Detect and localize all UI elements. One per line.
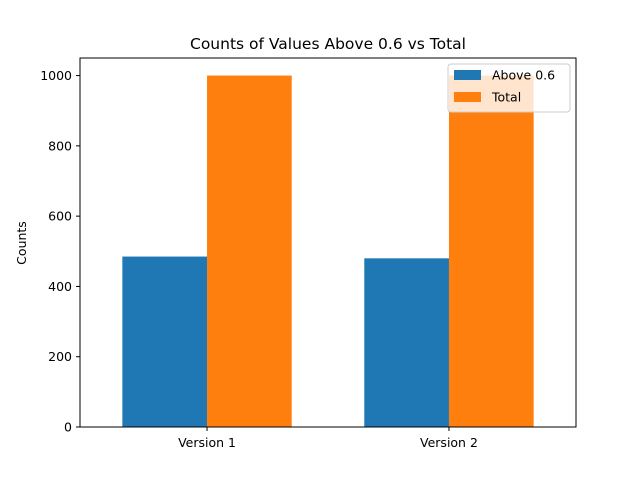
y-tick-label: 400: [48, 279, 72, 294]
y-axis-label: Counts: [14, 221, 29, 265]
y-tick-label: 0: [64, 420, 72, 435]
bar-total-1: [207, 75, 292, 428]
legend: Above 0.6 Total: [447, 63, 571, 113]
bar-total-2: [448, 75, 534, 428]
legend-label: Total: [491, 90, 521, 105]
chart-title: Counts of Values Above 0.6 vs Total: [190, 35, 466, 53]
y-tick-label: 1000: [40, 68, 72, 83]
y-tick-label: 600: [48, 209, 72, 224]
legend-label: Above 0.6: [492, 68, 555, 83]
legend-swatch: [454, 70, 481, 80]
y-tick-label: 800: [48, 138, 72, 153]
bar-above-0-6-1: [122, 256, 208, 427]
plot-frame: [79, 57, 577, 428]
y-tick-label: 200: [48, 349, 72, 364]
x-tick-label: Version 1: [178, 435, 236, 450]
x-axis: Version 1 Version 2: [178, 427, 478, 450]
legend-swatch: [454, 92, 481, 102]
bar-above-0-6-2: [364, 258, 449, 427]
bars-group: [122, 75, 534, 428]
y-axis: 0 200 400 600 800 1000: [40, 68, 80, 435]
x-tick-label: Version 2: [420, 435, 478, 450]
